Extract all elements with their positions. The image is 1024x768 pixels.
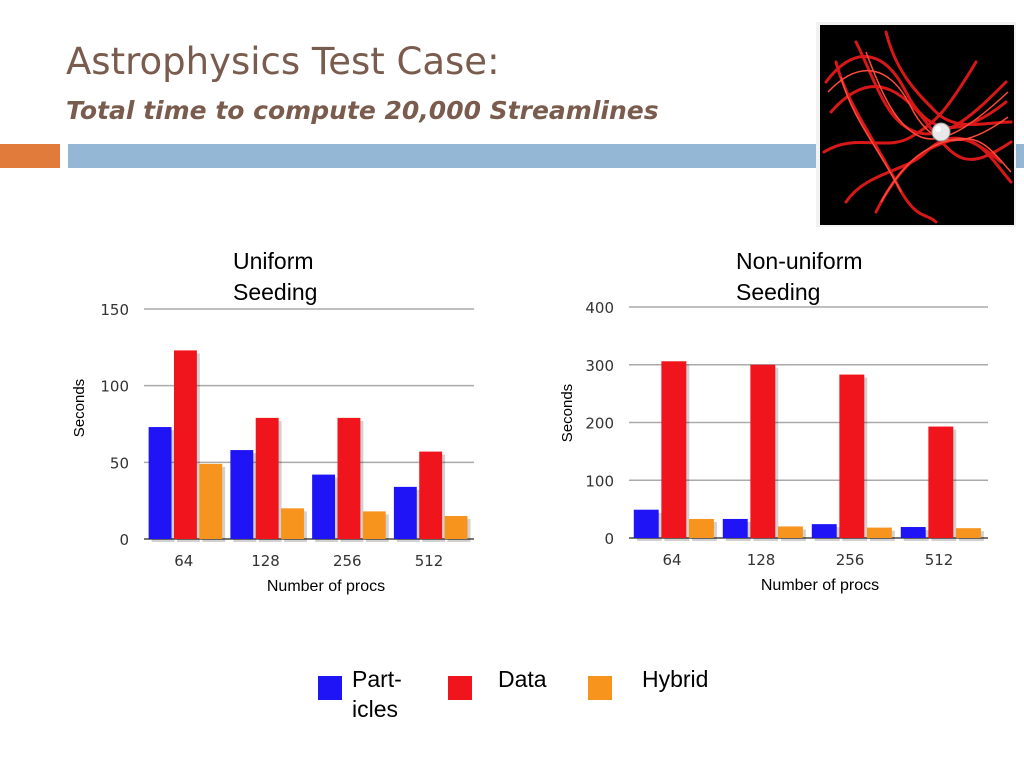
bar (444, 516, 468, 539)
bar (866, 527, 892, 538)
x-axis-label: Number of procs (761, 577, 879, 594)
chart-nonuniform-seeding: Non-uniform Seeding 0 100 200 300 400 64 128 256 5… (559, 248, 988, 594)
bar (173, 350, 197, 539)
y-tick-label: 200 (585, 415, 614, 433)
bar (337, 417, 361, 539)
y-tick-label: 100 (100, 378, 129, 396)
chart-title-line: Uniform (233, 248, 314, 274)
bar (900, 527, 926, 538)
chart-title-line: Seeding (736, 279, 820, 305)
y-tick-label: 300 (585, 357, 614, 375)
x-tick-label: 256 (333, 552, 362, 570)
x-tick-label: 64 (174, 552, 193, 570)
legend-label-particles-line2: icles (352, 696, 399, 722)
legend-label-hybrid: Hybrid (642, 666, 709, 692)
y-axis-label: Seconds (71, 379, 88, 437)
streamline-visualization-image (816, 22, 1016, 227)
bar (419, 451, 443, 539)
y-tick-label: 100 (585, 472, 614, 490)
bar (362, 511, 386, 539)
chart-title-line: Seeding (233, 279, 317, 305)
bar (255, 417, 279, 539)
legend-swatch-particles (318, 676, 342, 700)
bar (839, 374, 865, 538)
bar (777, 526, 803, 538)
bar (722, 518, 748, 538)
legend-swatch-hybrid (588, 676, 612, 700)
x-tick-label: 512 (925, 551, 954, 569)
slide-subtitle: Total time to compute 20,000 Streamlines (66, 96, 659, 125)
x-tick-label: 128 (747, 551, 776, 569)
x-tick-label: 256 (836, 551, 865, 569)
bar (312, 474, 336, 539)
bar (955, 528, 981, 538)
bar (811, 524, 837, 538)
legend-swatch-data (448, 676, 472, 700)
accent-bar-orange (0, 144, 60, 168)
bar (230, 450, 254, 539)
x-tick-label: 64 (663, 551, 682, 569)
x-tick-label: 128 (251, 552, 280, 570)
bar (393, 486, 417, 539)
y-tick-label: 150 (100, 301, 129, 319)
y-tick-label: 0 (604, 530, 614, 548)
x-axis-label: Number of procs (267, 578, 385, 595)
bar (928, 426, 954, 538)
bar (661, 361, 687, 538)
bar (281, 508, 304, 539)
legend-label-data: Data (498, 666, 547, 692)
y-tick-label: 50 (110, 454, 129, 472)
y-tick-label: 400 (585, 299, 614, 317)
legend-label-particles: Part- icles (352, 664, 402, 724)
slide-title: Astrophysics Test Case: (66, 40, 500, 83)
bar (199, 463, 223, 539)
legend-label-particles-line1: Part- (352, 666, 402, 692)
x-tick-label: 512 (415, 552, 444, 570)
chart-title-line: Non-uniform (736, 248, 863, 274)
bar (148, 427, 172, 539)
bar (633, 509, 659, 538)
bar (750, 364, 776, 538)
bar (688, 518, 714, 538)
y-tick-label: 0 (119, 531, 129, 549)
y-axis-label: Seconds (559, 384, 576, 442)
chart-uniform-seeding: Uniform Seeding 0 50 100 150 64 128 256 512 Second… (71, 248, 474, 595)
